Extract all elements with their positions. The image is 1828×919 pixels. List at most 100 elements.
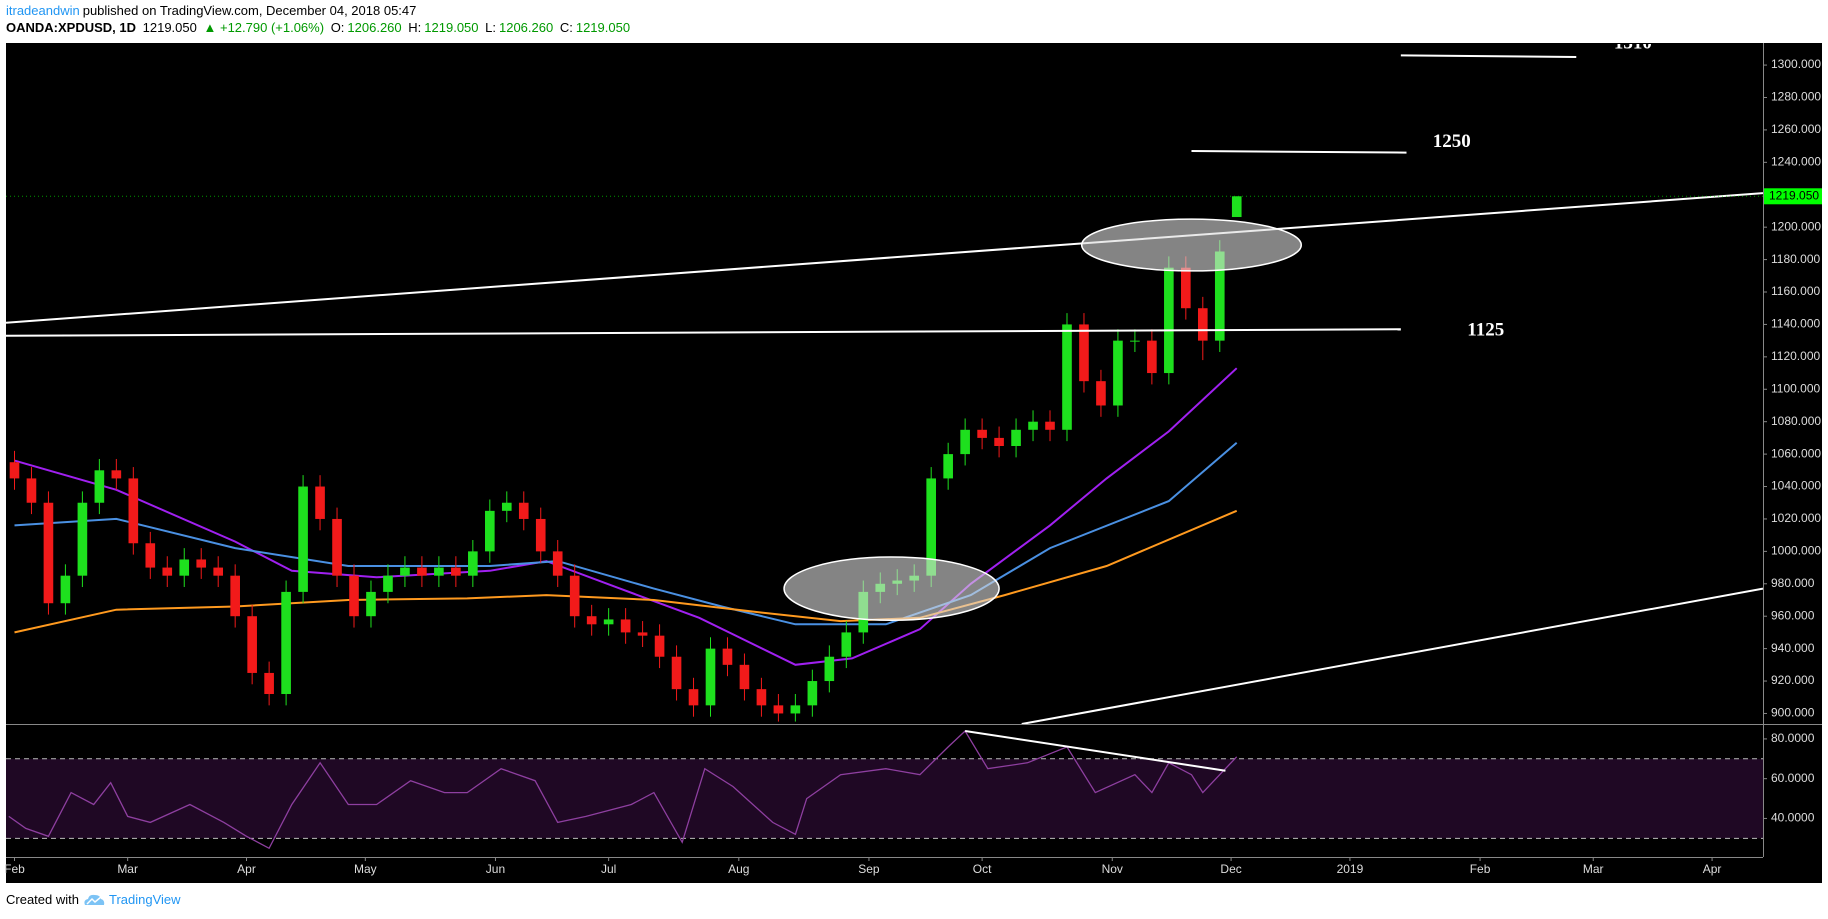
footer-text: Created with [6,892,79,907]
footer-brand[interactable]: TradingView [108,892,181,907]
candle-body [1028,421,1038,430]
x-tick-label: Mar [117,862,138,876]
y-tick-label: 920.000 [1771,673,1815,687]
footer: Created with TradingView [6,892,181,907]
y-tick-label: 1120.000 [1771,349,1820,363]
logo[interactable] [83,893,105,907]
candle-body [807,681,818,706]
ohlc-label: O: [330,20,345,35]
candle-body [705,648,716,706]
x-tick-label: May [354,862,377,876]
candle-body [315,486,325,519]
candle-body [603,619,614,625]
candle-body [688,689,699,706]
candle-body [1079,324,1089,382]
ohlc-label: H: [408,20,422,35]
y-tick-label: 940.000 [1771,641,1815,655]
x-tick-label: 2019 [1337,862,1364,876]
header: itradeandwin published on TradingView.com… [6,2,633,36]
y-tick-label: 1160.000 [1771,284,1820,298]
candle-body [264,672,274,695]
x-tick-label: Oct [973,862,992,876]
candle-body [1113,340,1123,406]
candle-body [1181,267,1191,309]
candle-body [434,567,444,576]
trendline [6,328,1401,337]
moving-average [14,442,1238,626]
candle-body [552,551,563,576]
ohlc-value: 1206.260 [347,20,402,35]
candle-body [298,486,308,592]
candle-body [26,478,37,503]
annotation: 1310 [1614,32,1652,53]
published: published on TradingView.com, December 0… [82,3,417,18]
last: 1219.050 [142,20,197,35]
candle-body [60,575,71,604]
y-tick-label: 1040.000 [1771,479,1821,493]
candle-body [417,567,427,576]
candle-body [960,429,970,455]
candle-body [145,543,156,568]
candle-body [383,575,393,592]
chart-background [6,43,1822,883]
y-tick-label: 1200.000 [1771,219,1821,233]
y-tick-label: 60.0000 [1771,771,1815,785]
candle-body [1147,340,1157,374]
candle-body [77,502,88,576]
candle-body [654,635,665,657]
candle-body [128,478,139,544]
author[interactable]: itradeandwin [6,3,80,18]
y-tick-label: 1060.000 [1771,446,1821,460]
y-tick-label: 1240.000 [1771,155,1821,169]
x-tick-label: Sep [858,862,880,876]
y-tick-label: 1020.000 [1771,511,1821,525]
candle-body [773,705,784,714]
candle-body [722,648,733,665]
candle-body [230,575,240,617]
y-tick-label: 1280.000 [1771,90,1821,104]
candle-body [501,502,512,511]
candle-body [1011,429,1021,447]
candle-body [1062,324,1072,430]
candle-body [1164,267,1174,374]
candle-body [671,656,682,690]
candle-body [824,656,835,682]
x-tick-label: Dec [1220,862,1241,876]
candle-body [1096,381,1106,406]
x-tick-label: Jun [486,862,505,876]
candle-body [790,705,801,714]
candle-body [366,591,376,617]
price-pane: 1310 1250 1125 [6,32,1763,724]
candle-body [9,462,20,479]
candle-body [739,664,750,690]
change: ▲ +12.790 (+1.06%) [203,20,325,35]
candle-body [1130,340,1140,342]
candle-body [569,575,580,617]
ohlc-label: L: [485,20,496,35]
candle-body [620,619,631,633]
y-tick-label: 1000.000 [1771,544,1821,558]
ohlc-value: 1206.260 [498,20,554,35]
candle-body [841,632,852,657]
y-tick-label: 1300.000 [1771,57,1821,71]
candle-body [213,567,224,576]
candle-body [1197,308,1208,341]
moving-average [14,367,1238,666]
x-tick-label: Nov [1102,862,1123,876]
candle-body [535,518,546,552]
x-tick-label: Feb [4,862,25,876]
trendline [1021,587,1763,724]
ohlc-value: 1219.050 [424,20,479,35]
x-tick-label: Apr [1703,862,1722,876]
y-tick-label: 80.0000 [1771,731,1815,745]
rsi-line [8,729,1238,850]
candle-body [349,575,359,617]
rsi-pane [6,729,1763,850]
candle-body [111,470,122,479]
symbol: OANDA:XPDUSD, 1D [6,20,137,35]
y-tick-label: 980.000 [1771,576,1815,590]
candle-body [637,632,648,636]
trendline [1191,149,1407,154]
